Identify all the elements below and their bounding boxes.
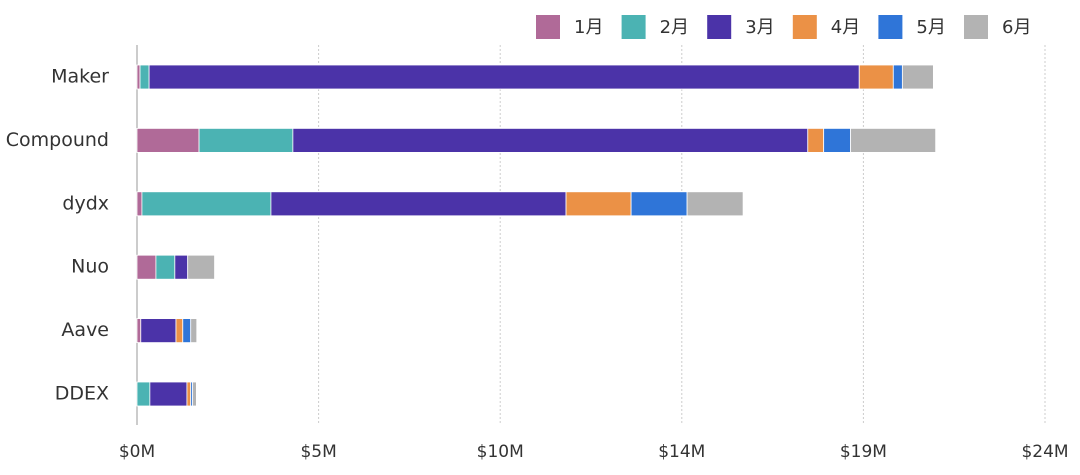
bar-segment bbox=[198, 127, 294, 153]
y-tick-label: Maker bbox=[51, 66, 109, 88]
bar-segment bbox=[136, 381, 151, 407]
x-tick-label: $24M bbox=[1021, 442, 1068, 462]
x-tick-label: $14M bbox=[658, 442, 705, 462]
bar-segment bbox=[136, 318, 142, 344]
bar-segment bbox=[858, 64, 894, 90]
bar-segment bbox=[192, 381, 197, 407]
legend-swatch bbox=[964, 15, 988, 39]
bar-segment bbox=[141, 191, 272, 217]
bar-segment bbox=[901, 64, 934, 90]
x-tick-label: $0M bbox=[119, 442, 155, 462]
legend-swatch bbox=[707, 15, 732, 39]
bar-segment bbox=[175, 318, 184, 344]
bar-segment bbox=[190, 318, 198, 344]
bar-segment bbox=[139, 64, 150, 90]
bar-segment bbox=[823, 127, 851, 153]
y-tick-label: Nuo bbox=[71, 256, 109, 278]
bar-segment bbox=[140, 318, 177, 344]
bar-segment bbox=[148, 64, 860, 90]
y-tick-label: dydx bbox=[62, 192, 109, 214]
x-tick-label: $19M bbox=[840, 442, 887, 462]
legend-swatch bbox=[878, 15, 903, 39]
legend-swatch bbox=[792, 15, 817, 39]
legend-label: 3月 bbox=[745, 17, 774, 38]
bar-segment bbox=[270, 191, 567, 217]
legend-swatch bbox=[621, 15, 646, 39]
legend-label: 2月 bbox=[660, 17, 689, 38]
bar-segment bbox=[149, 381, 188, 407]
bar-segment bbox=[136, 64, 141, 90]
bar-segment bbox=[686, 191, 744, 217]
y-tick-label: Aave bbox=[61, 319, 109, 341]
bar-segment bbox=[187, 254, 215, 280]
bar-segment bbox=[186, 381, 192, 407]
bar-segment bbox=[155, 254, 176, 280]
bar-segment bbox=[182, 318, 192, 344]
x-tick-label: $10M bbox=[477, 442, 524, 462]
bar-segment bbox=[136, 254, 157, 280]
bar-segment bbox=[807, 127, 825, 153]
bar-segment bbox=[136, 127, 200, 153]
bar-segment bbox=[892, 64, 903, 90]
legend-label: 6月 bbox=[1002, 17, 1031, 38]
bar-segment bbox=[174, 254, 189, 280]
bar-segment bbox=[292, 127, 809, 153]
bar-segment bbox=[136, 191, 143, 217]
bar-segment bbox=[630, 191, 688, 217]
x-tick-label: $5M bbox=[300, 442, 336, 462]
legend-label: 4月 bbox=[831, 17, 860, 38]
bar-segment bbox=[850, 127, 937, 153]
legend-swatch bbox=[536, 15, 560, 39]
y-tick-label: DDEX bbox=[55, 383, 109, 405]
bar-segment bbox=[565, 191, 632, 217]
y-tick-label: Compound bbox=[6, 129, 109, 151]
legend-label: 1月 bbox=[574, 17, 603, 38]
legend-label: 5月 bbox=[916, 17, 945, 38]
